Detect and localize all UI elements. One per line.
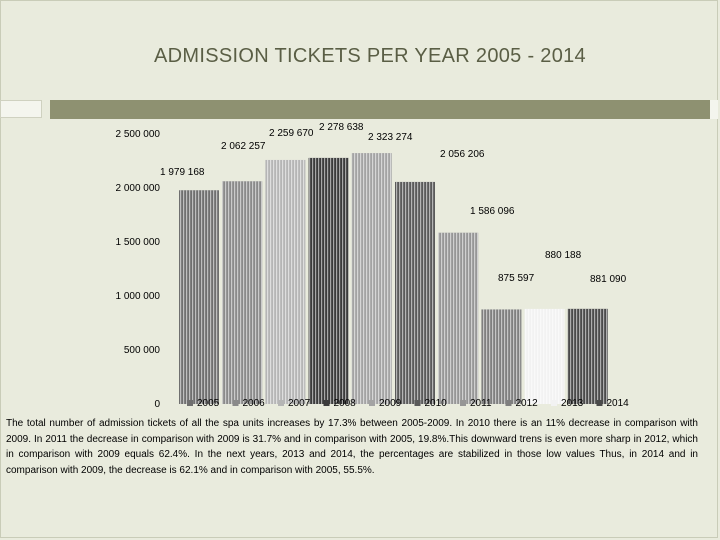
- bar-texture-2011: [438, 232, 479, 404]
- data-label-2009: 2 323 274: [368, 132, 413, 143]
- legend-swatch-2007: [278, 400, 284, 406]
- data-label-2013: 880 188: [545, 250, 582, 261]
- admission-tickets-chart: 0 500 000 1 000 000 1 500 000 2 000 000 2 500…: [116, 122, 630, 410]
- chart-description: The total number of admission tickets of…: [6, 418, 698, 476]
- title-rule-bar: [50, 100, 714, 119]
- data-label-2007: 2 259 670: [269, 128, 314, 139]
- legend-label-2014: 2014: [607, 398, 630, 409]
- title-rule-end: [710, 100, 718, 119]
- y-tick-label-0: 0: [154, 399, 160, 410]
- bar-texture-2009: [351, 153, 392, 404]
- legend-swatch-2006: [232, 400, 239, 406]
- bar-texture-2008: [308, 157, 349, 404]
- bar-texture-2014: [567, 308, 608, 404]
- legend-label-2011: 2011: [470, 398, 492, 409]
- legend-label-2012: 2012: [516, 398, 539, 409]
- legend-label-2005: 2005: [197, 398, 220, 409]
- data-label-2008: 2 278 638: [319, 122, 364, 133]
- data-label-2014: 881 090: [590, 274, 627, 285]
- legend-swatch-2008: [323, 400, 330, 406]
- legend-swatch-2011: [460, 400, 466, 406]
- y-tick-label-1: 500 000: [124, 345, 161, 356]
- legend-label-2007: 2007: [288, 398, 311, 409]
- bar-texture-2013: [524, 308, 565, 404]
- data-label-2012: 875 597: [498, 273, 535, 284]
- bar-texture-2005: [179, 190, 219, 404]
- y-tick-label-3: 1 500 000: [116, 237, 161, 248]
- bar-texture-2007: [265, 159, 306, 404]
- legend-label-2008: 2008: [334, 398, 357, 409]
- bar-texture-2006: [222, 181, 263, 404]
- bar-texture-2012: [481, 309, 522, 404]
- bar-texture-2010: [395, 181, 435, 404]
- data-label-2011: 1 586 096: [470, 206, 515, 217]
- legend-label-2009: 2009: [379, 398, 402, 409]
- legend-swatch-2010: [414, 400, 421, 406]
- legend-label-2010: 2010: [425, 398, 448, 409]
- data-label-2005: 1 979 168: [160, 167, 205, 178]
- legend-swatch-2013: [551, 400, 557, 406]
- y-tick-label-4: 2 000 000: [116, 183, 161, 194]
- legend-swatch-2005: [187, 400, 193, 406]
- slide-title: ADMISSION TICKETS PER YEAR 2005 - 2014: [154, 45, 586, 67]
- legend-label-2013: 2013: [561, 398, 584, 409]
- data-label-2006: 2 062 257: [221, 141, 266, 152]
- title-rule-box: [0, 100, 42, 118]
- legend-swatch-2009: [369, 400, 375, 406]
- legend-swatch-2014: [596, 400, 603, 406]
- data-label-2010: 2 056 206: [440, 149, 485, 160]
- legend-swatch-2012: [505, 400, 512, 406]
- y-tick-label-5: 2 500 000: [116, 129, 161, 140]
- y-tick-label-2: 1 000 000: [116, 291, 161, 302]
- legend-label-2006: 2006: [243, 398, 266, 409]
